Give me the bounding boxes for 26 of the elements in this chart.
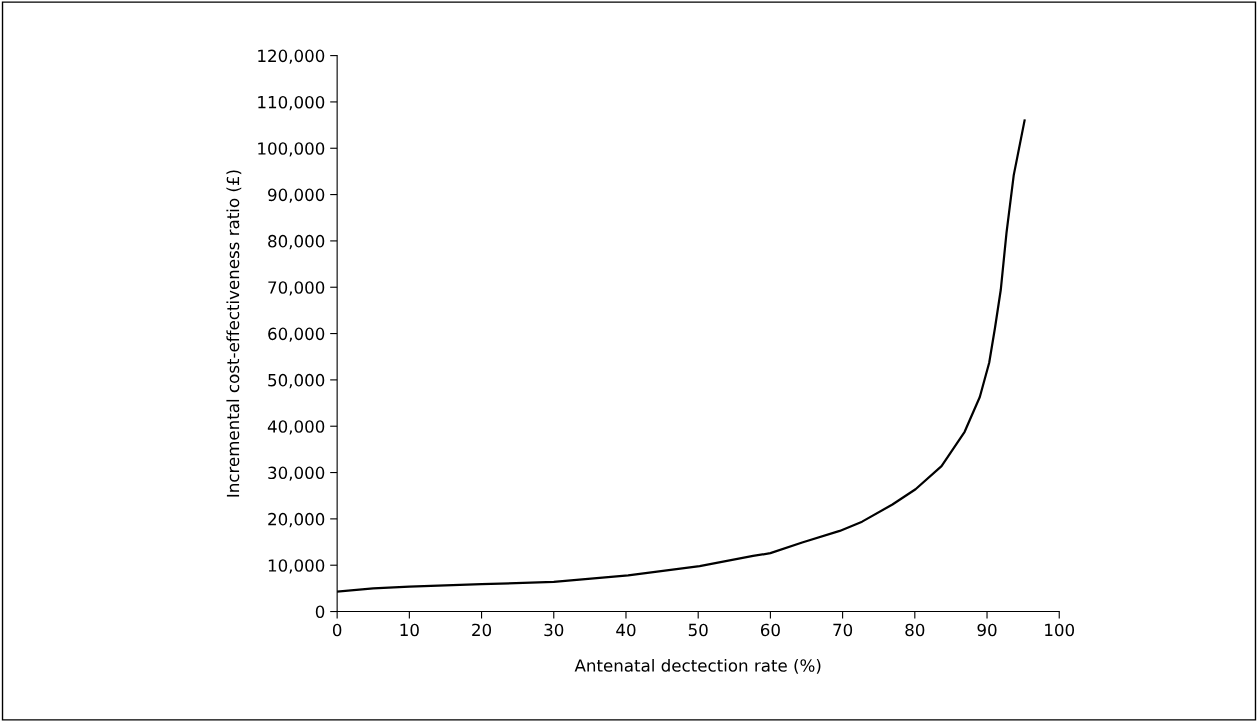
- y-tick-label: 110,000: [258, 95, 325, 111]
- y-axis-title: Incremental cost-effectiveness ratio (£): [226, 170, 242, 497]
- y-tick-label: 40,000: [267, 420, 325, 435]
- x-tick-label: 40: [616, 623, 636, 637]
- x-tick-label: 100: [1045, 623, 1075, 637]
- y-tick-label: 70,000: [268, 281, 325, 296]
- y-tick-label: 50,000: [268, 373, 325, 389]
- x-tick-label: 80: [905, 623, 925, 637]
- x-tick-label: 20: [472, 623, 492, 637]
- y-tick-label: 90,000: [268, 188, 325, 203]
- x-tick-label: 50: [688, 623, 708, 637]
- y-tick-label: 0: [315, 605, 325, 619]
- x-tick-label: 70: [833, 623, 853, 637]
- x-tick-label: 30: [544, 623, 564, 637]
- y-tick-label: 100,000: [258, 142, 325, 157]
- y-tick-label: 120,000: [258, 49, 325, 64]
- y-tick-label: 30,000: [268, 466, 325, 481]
- x-tick-label: 10: [400, 623, 419, 637]
- x-tick-label: 90: [977, 623, 997, 637]
- x-axis-title: Antenatal dectection rate (%): [574, 658, 821, 674]
- x-tick-label: 60: [760, 623, 780, 637]
- y-tick-label: 60,000: [268, 327, 325, 342]
- y-tick-label: 20,000: [268, 512, 325, 528]
- y-tick-label: 10,000: [268, 559, 325, 574]
- y-tick-label: 80,000: [268, 234, 325, 250]
- x-tick-label: 0: [332, 623, 342, 637]
